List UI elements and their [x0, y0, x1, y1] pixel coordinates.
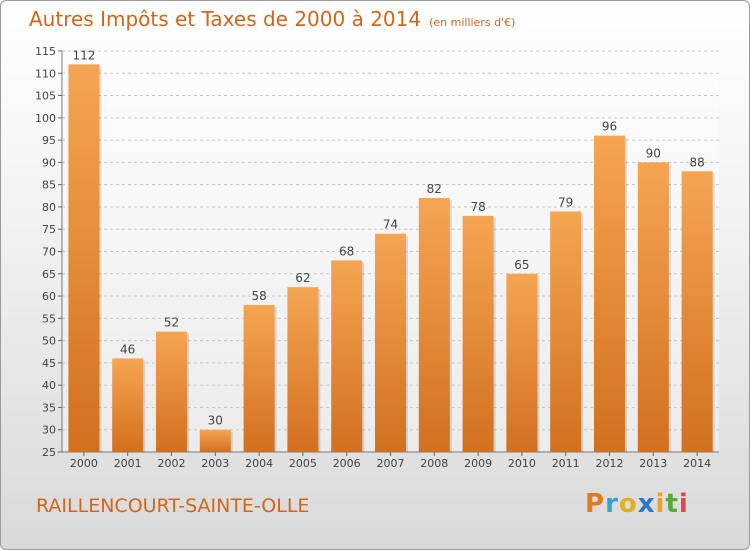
x-tick-label: 2011 [552, 457, 580, 470]
y-tick-label: 70 [42, 246, 56, 259]
y-tick-label: 60 [42, 290, 56, 303]
x-tick-label: 2007 [377, 457, 405, 470]
chart-title: Autres Impôts et Taxes de 2000 à 2014 (en… [29, 7, 516, 31]
y-tick-label: 85 [42, 179, 56, 192]
bar [462, 215, 494, 452]
bar [68, 64, 100, 452]
y-tick-label: 40 [42, 379, 56, 392]
y-tick-label: 45 [42, 357, 56, 370]
x-tick-label: 2003 [201, 457, 229, 470]
y-tick-label: 55 [42, 312, 56, 325]
bar [550, 211, 582, 452]
bar-value-label: 65 [514, 258, 529, 272]
bar-value-label: 46 [120, 342, 135, 356]
x-tick-label: 2013 [639, 457, 667, 470]
y-tick-label: 95 [42, 134, 56, 147]
bar-value-label: 78 [470, 200, 485, 214]
y-tick-label: 35 [42, 401, 56, 414]
bar-value-label: 74 [383, 218, 398, 232]
x-tick-label: 2002 [158, 457, 186, 470]
bar [506, 273, 538, 452]
bar-value-label: 58 [251, 289, 266, 303]
x-tick-label: 2008 [420, 457, 448, 470]
bar-value-label: 79 [558, 195, 573, 209]
x-tick-label: 2012 [596, 457, 624, 470]
y-tick-label: 110 [35, 67, 56, 80]
x-tick-label: 2005 [289, 457, 317, 470]
x-tick-label: 2000 [70, 457, 98, 470]
x-tick-label: 2009 [464, 457, 492, 470]
y-tick-label: 50 [42, 335, 56, 348]
bar [243, 304, 275, 452]
bar [331, 260, 363, 452]
y-tick-label: 30 [42, 424, 56, 437]
bar-value-label: 52 [164, 316, 179, 330]
bar-value-label: 96 [602, 120, 617, 134]
y-tick-label: 100 [35, 112, 56, 125]
bar [375, 233, 406, 452]
x-tick-label: 2006 [333, 457, 361, 470]
y-tick-label: 25 [42, 446, 56, 459]
bar [681, 171, 713, 453]
bar [418, 198, 450, 452]
bar-value-label: 112 [72, 48, 95, 62]
y-tick-label: 105 [35, 90, 56, 103]
bar-value-label: 88 [689, 155, 704, 169]
x-tick-label: 2001 [114, 457, 142, 470]
y-tick-label: 115 [35, 45, 56, 58]
bar-value-label: 90 [646, 146, 661, 160]
bar-value-label: 68 [339, 244, 354, 258]
proxiti-logo: Proxiti [585, 489, 689, 519]
bar [156, 331, 187, 452]
bar [637, 162, 669, 452]
bar-value-label: 82 [427, 182, 442, 196]
y-tick-label: 90 [42, 156, 56, 169]
bar [199, 429, 231, 452]
chart-unit: (en milliers d'€) [429, 16, 516, 29]
bar [112, 358, 144, 452]
bar [287, 287, 319, 452]
x-tick-label: 2004 [245, 457, 273, 470]
y-tick-label: 80 [42, 201, 56, 214]
bar-value-label: 62 [295, 271, 310, 285]
bar [594, 135, 625, 452]
y-tick-label: 65 [42, 268, 56, 281]
city-name: RAILLENCOURT-SAINTE-OLLE [36, 495, 310, 517]
bar-value-label: 30 [208, 414, 223, 428]
y-tick-label: 75 [42, 223, 56, 236]
x-tick-label: 2014 [683, 457, 711, 470]
x-tick-label: 2010 [508, 457, 536, 470]
